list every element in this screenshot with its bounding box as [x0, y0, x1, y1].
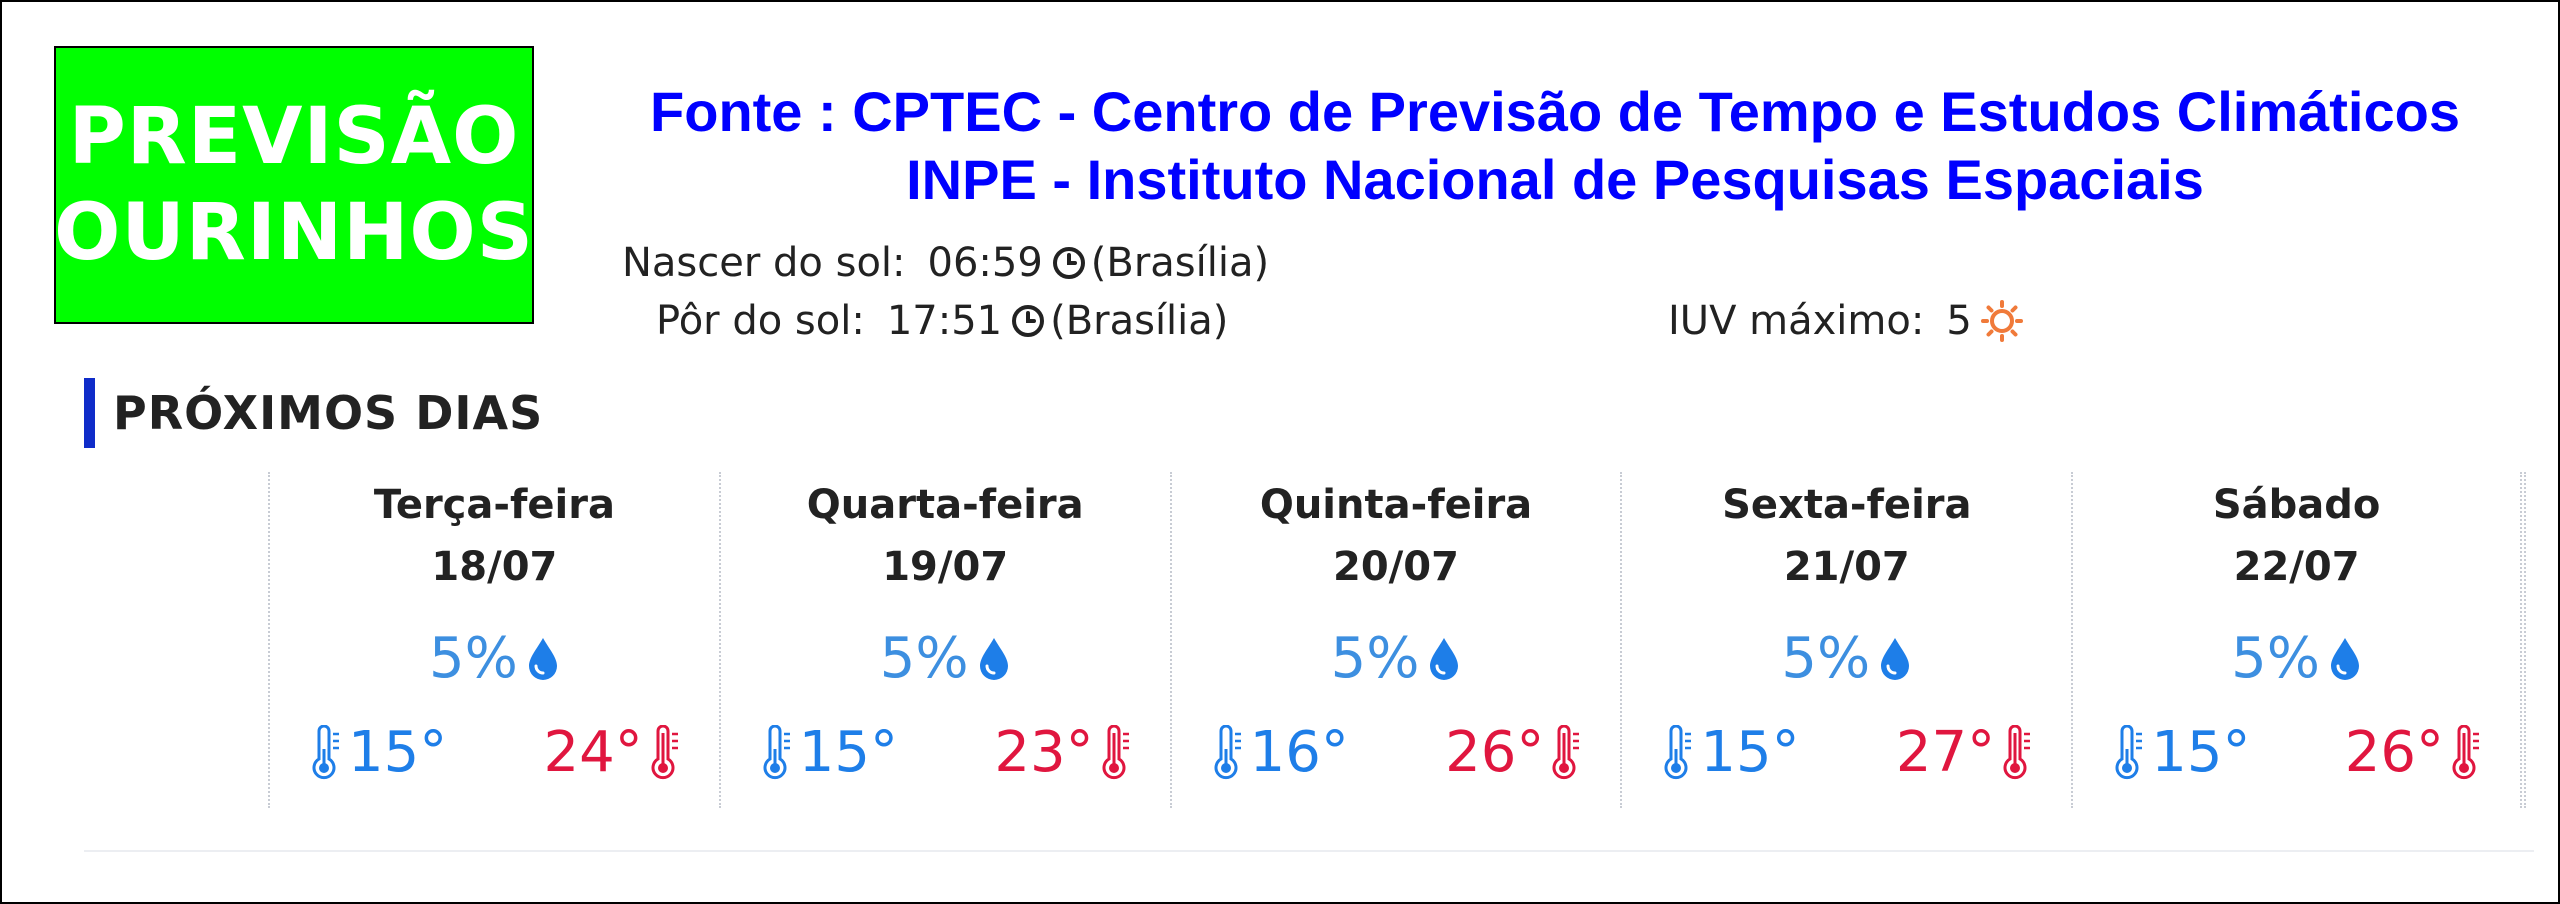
min-temp: 16° [1212, 720, 1349, 785]
min-temp-value: 15° [348, 720, 448, 785]
day-name: Quinta-feira [1259, 482, 1533, 528]
min-temp: 15° [761, 720, 898, 785]
rain-chance: 5% [270, 626, 719, 691]
thermometer-low-icon [2115, 724, 2143, 779]
sun-icon [1980, 300, 2023, 342]
day-name: Quarta-feira [806, 482, 1084, 528]
max-temp: 26° [1445, 720, 1582, 785]
max-temp-value: 26° [1445, 720, 1545, 785]
source-line-2: INPE - Instituto Nacional de Pesquisas E… [906, 148, 2204, 211]
day-name: Terça-feira [373, 482, 615, 528]
rain-value: 5% [1781, 626, 1871, 691]
thermometer-low-icon [1214, 724, 1241, 779]
thermometer-high-icon [2003, 724, 2031, 779]
day-card: Quinta-feira 20/07 5% 16° 26° [1169, 472, 1621, 808]
thermometer-high-icon [1102, 724, 1129, 779]
uv-index-row: IUV máximo: 5 [1668, 298, 2028, 344]
uv-label: IUV máximo: [1668, 298, 1925, 344]
sunrise-time: 06:59 [927, 240, 1043, 286]
water-drop-icon [1430, 637, 1459, 680]
section-header: PRÓXIMOS DIAS [84, 378, 543, 448]
min-temp-value: 15° [798, 720, 899, 785]
water-drop-icon [528, 637, 557, 680]
uv-value: 5 [1946, 298, 1972, 344]
previsao-ourinhos-logo: PREVISÃO OURINHOS [54, 46, 534, 324]
sunset-row: Pôr do sol: 17:51 (Brasília) [656, 298, 1228, 344]
forecast-days: Terça-feira 18/07 5% 15° 24° Quarta-feir… [268, 472, 2522, 808]
thermometer-high-icon [651, 724, 678, 779]
min-temp-value: 15° [1700, 720, 1800, 785]
bottom-divider [84, 850, 2534, 852]
clock-icon [1052, 247, 1085, 279]
section-accent-bar [84, 378, 95, 448]
rain-value: 5% [428, 626, 518, 691]
water-drop-icon [2331, 637, 2359, 680]
sunrise-row: Nascer do sol: 06:59 (Brasília) [622, 240, 1269, 286]
max-temp: 23° [994, 720, 1131, 785]
min-temp: 15° [2113, 720, 2250, 785]
thermometer-low-icon [312, 724, 339, 779]
day-card: Sábado 22/07 5% 15° 26° [2071, 472, 2522, 808]
source-line-1: Fonte : CPTEC - Centro de Previsão de Te… [650, 80, 2460, 143]
sunset-zone: (Brasília) [1050, 298, 1229, 344]
section-title: PRÓXIMOS DIAS [113, 386, 544, 440]
rain-chance: 5% [1622, 626, 2071, 691]
rain-value: 5% [1330, 626, 1420, 691]
rain-chance: 5% [721, 626, 1170, 691]
min-temp-value: 15° [2151, 720, 2251, 785]
thermometer-high-icon [2452, 724, 2479, 779]
max-temp-value: 23° [994, 720, 1094, 785]
day-date: 20/07 [1333, 544, 1459, 590]
sunset-time: 17:51 [886, 298, 1003, 344]
water-drop-icon [979, 637, 1008, 680]
logo-line-2: OURINHOS [54, 188, 534, 278]
rain-value: 5% [879, 626, 969, 691]
rain-chance: 5% [2073, 626, 2520, 691]
min-temp: 15° [1662, 720, 1800, 785]
day-name: Sábado [2212, 482, 2381, 528]
thermometer-high-icon [1552, 724, 1580, 779]
day-name: Sexta-feira [1722, 482, 1972, 528]
rain-value: 5% [2231, 626, 2320, 691]
clock-icon [1012, 305, 1045, 337]
max-temp: 24° [544, 720, 681, 785]
min-temp-value: 16° [1249, 720, 1349, 785]
day-date: 22/07 [2233, 544, 2360, 590]
next-day-edge [2524, 472, 2526, 808]
day-date: 21/07 [1783, 544, 1910, 590]
sunrise-label: Nascer do sol: [622, 240, 906, 286]
water-drop-icon [1881, 637, 1910, 680]
max-temp-value: 26° [2344, 720, 2444, 785]
max-temp-value: 24° [543, 720, 643, 785]
rain-chance: 5% [1172, 626, 1621, 691]
day-card: Sexta-feira 21/07 5% 15° 27° [1620, 472, 2071, 808]
max-temp: 26° [2345, 720, 2482, 785]
max-temp-value: 27° [1895, 720, 1996, 785]
min-temp: 15° [310, 720, 447, 785]
thermometer-low-icon [763, 724, 790, 779]
logo-line-1: PREVISÃO [68, 92, 520, 182]
thermometer-low-icon [1664, 724, 1692, 779]
sunset-label: Pôr do sol: [656, 298, 865, 344]
day-card: Quarta-feira 19/07 5% 15° 23° [718, 472, 1170, 808]
day-date: 19/07 [882, 544, 1009, 590]
day-card: Terça-feira 18/07 5% 15° 24° [268, 472, 719, 808]
max-temp: 27° [1896, 720, 2033, 785]
day-date: 18/07 [431, 544, 558, 590]
sunrise-zone: (Brasília) [1090, 240, 1270, 286]
